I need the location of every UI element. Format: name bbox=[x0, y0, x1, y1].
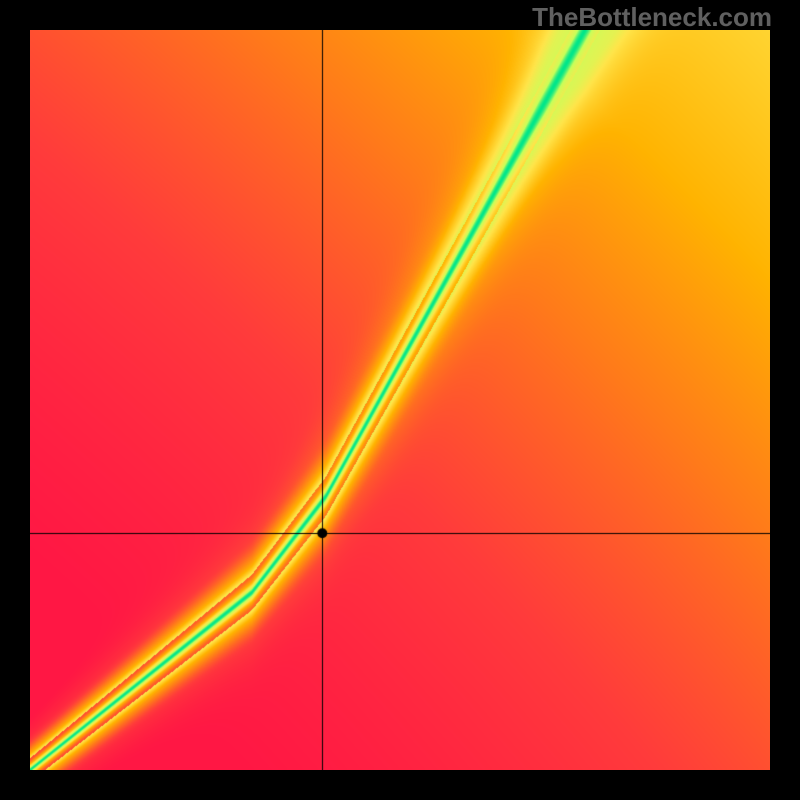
watermark: TheBottleneck.com bbox=[532, 2, 772, 33]
chart-container: TheBottleneck.com bbox=[0, 0, 800, 800]
heatmap-canvas bbox=[30, 30, 770, 770]
